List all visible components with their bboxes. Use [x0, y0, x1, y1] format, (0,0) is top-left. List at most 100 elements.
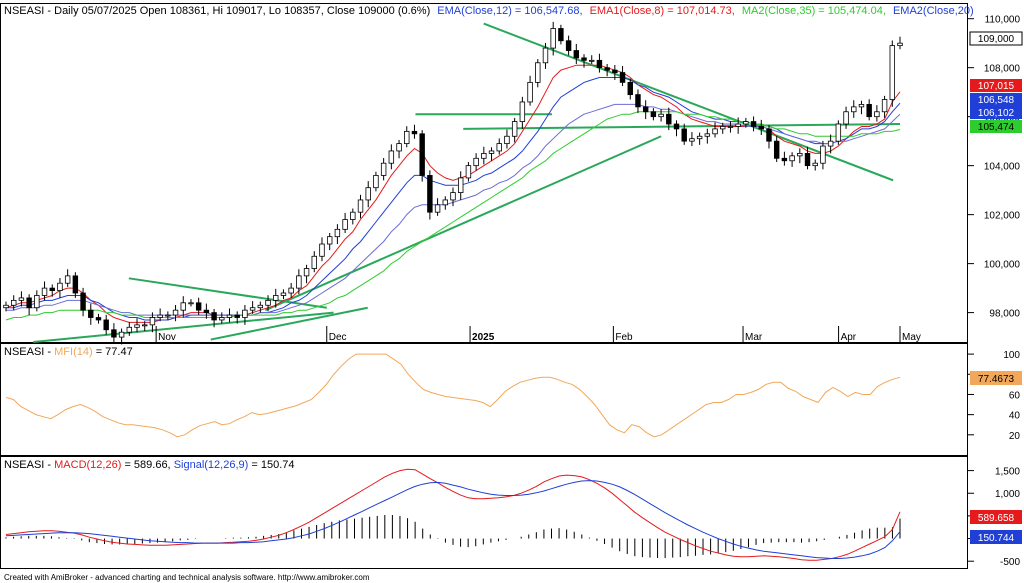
- candle-up: [41, 287, 48, 296]
- candle-up: [3, 304, 9, 309]
- candle-up: [334, 228, 341, 238]
- candle-up: [511, 121, 518, 137]
- candle-up: [10, 299, 17, 306]
- macd-histogram: [5, 514, 901, 559]
- candle-up: [265, 299, 271, 306]
- x-tick-label: Mar: [745, 332, 763, 343]
- candle-up: [481, 153, 487, 159]
- candle-up: [720, 126, 726, 130]
- macd-y-tick-label: 1,000: [995, 489, 1020, 500]
- candle-up: [696, 135, 703, 140]
- candle-up: [311, 255, 317, 269]
- candle-down: [95, 317, 102, 321]
- x-tick-label: Dec: [329, 332, 347, 343]
- candle-up: [488, 150, 495, 154]
- candle-down: [619, 72, 626, 83]
- mfi-badge-bg: [970, 371, 1022, 385]
- candle-up: [142, 324, 148, 327]
- candle-down: [673, 123, 680, 130]
- candle-down: [558, 28, 564, 42]
- candle-up: [843, 111, 849, 125]
- price-badges: 109,000 107,015 106,548 106,102 105,474: [969, 31, 1023, 133]
- candle-up: [450, 192, 456, 201]
- candle-up: [365, 187, 371, 201]
- macd-header-prefix: NSEASI -: [4, 459, 54, 471]
- candle-up: [273, 295, 279, 301]
- candle-down: [573, 50, 580, 59]
- candle-down: [758, 126, 764, 130]
- candle-down: [88, 309, 94, 318]
- x-tick-label: Nov: [158, 332, 176, 343]
- candle-up: [797, 153, 803, 157]
- price-y-axis: 110,000108,000106,000104,000102,000100,0…: [968, 15, 1020, 320]
- candle-down: [26, 297, 32, 309]
- candle-down: [411, 130, 418, 135]
- candle-up: [319, 243, 325, 257]
- ema20-badge: 106,102: [978, 108, 1015, 119]
- candle-up: [689, 138, 695, 142]
- candle-up: [134, 324, 140, 328]
- candle-up: [373, 175, 379, 189]
- candle-down: [635, 94, 641, 108]
- ma35-legend: MA2(Close,35) = 105,474.04,: [742, 5, 886, 17]
- price-y-tick-label: 102,000: [984, 211, 1021, 222]
- candle-up: [326, 236, 333, 245]
- candle-up: [735, 123, 741, 127]
- candle-down: [596, 59, 603, 69]
- close-badge-bg: [969, 31, 1023, 46]
- candle-up: [64, 275, 71, 284]
- ema8-badge-bg: [970, 79, 1022, 92]
- candle-up: [280, 292, 287, 296]
- candle-up: [157, 314, 163, 318]
- signal-value-text: = 150.74: [251, 459, 294, 471]
- candle-up: [727, 126, 734, 128]
- candle-down: [766, 128, 772, 142]
- price-y-tick-label: 110,000: [985, 15, 1021, 26]
- candle-up: [897, 42, 903, 47]
- candle-down: [650, 111, 657, 118]
- signal-badge-bg: [970, 530, 1022, 544]
- price-y-tick-label: 100,000: [984, 260, 1021, 271]
- close-badge: 109,000: [978, 34, 1015, 45]
- candle-down: [419, 133, 425, 176]
- candle-up: [712, 128, 718, 135]
- candle-up: [249, 307, 256, 311]
- candle-up: [288, 287, 294, 294]
- candle-down: [627, 81, 633, 96]
- ema20-legend: EMA2(Close,20): [893, 5, 974, 17]
- mfi-panel-frame: [0, 343, 968, 456]
- candle-up: [18, 297, 25, 301]
- candle-down: [666, 113, 672, 125]
- candle-up: [704, 133, 711, 137]
- candle-down: [111, 329, 117, 338]
- candle-up: [812, 162, 818, 167]
- trendline: [33, 311, 334, 343]
- candle-up: [303, 268, 310, 277]
- signal-indicator-label: Signal(12,26,9): [174, 459, 249, 471]
- candle-up: [827, 140, 834, 147]
- ema12-badge-bg: [970, 93, 1022, 106]
- candle-up: [257, 304, 264, 309]
- candle-down: [773, 140, 780, 159]
- candle-up: [350, 211, 356, 220]
- mfi-series-line: [5, 353, 901, 438]
- price-header-prefix: NSEASI - Daily 05/07/2025 Open 108361, H…: [4, 5, 430, 17]
- candle-up: [126, 326, 133, 333]
- macd-series-line: [5, 468, 901, 561]
- candle-up: [34, 295, 40, 309]
- price-panel-frame: [0, 3, 968, 343]
- macd-lines: [5, 468, 901, 561]
- candle-up: [219, 317, 225, 321]
- candle-up: [165, 314, 171, 317]
- candle-up: [874, 111, 880, 118]
- candle-down: [211, 312, 217, 321]
- ema8-legend: EMA1(Close,8) = 107,014.73,: [590, 5, 735, 17]
- candle-up: [858, 104, 865, 108]
- credit-text: Created with AmiBroker - advanced charti…: [4, 573, 370, 582]
- candle-up: [380, 162, 387, 176]
- signal-series-line: [5, 480, 901, 559]
- candle-up: [658, 113, 664, 118]
- candle-up: [457, 177, 464, 193]
- candle-down: [565, 40, 572, 51]
